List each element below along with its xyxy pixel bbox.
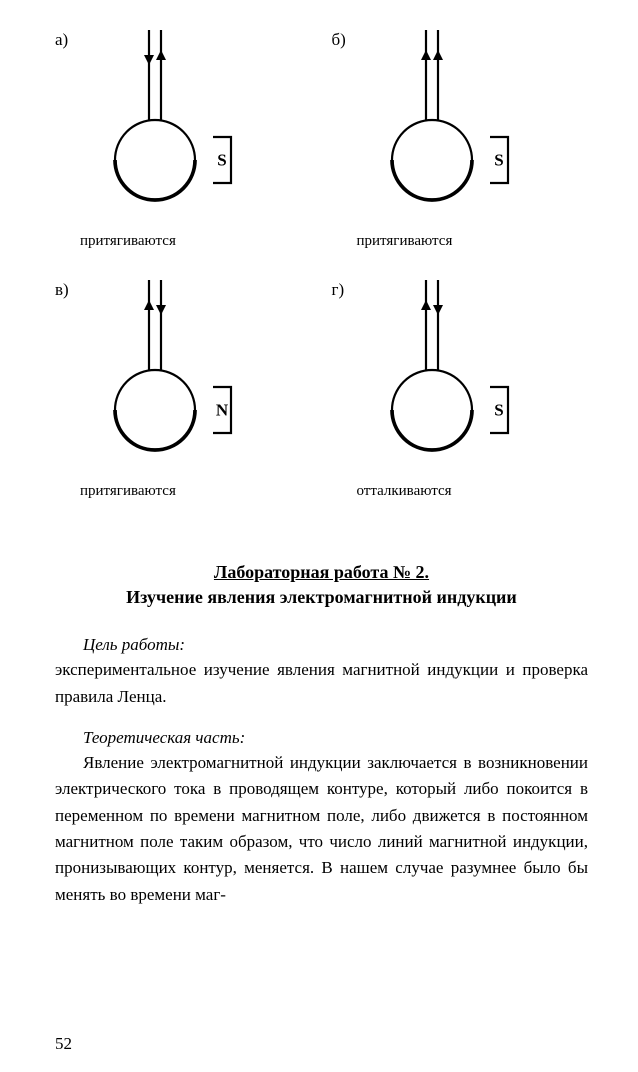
diagram-label: а)	[55, 30, 68, 50]
page: а) S притягиваются б) S притягиваются в)…	[0, 0, 638, 1072]
theory-label: Теоретическая часть:	[55, 728, 588, 748]
goal-label: Цель работы:	[55, 635, 588, 655]
diagram-grid: а) S притягиваются б) S притягиваются в)…	[55, 30, 588, 500]
diagram-caption: отталкиваются	[357, 483, 452, 500]
diagram-caption: притягиваются	[357, 233, 453, 250]
magnet-pole-label: S	[494, 151, 503, 170]
diagram-label: в)	[55, 280, 69, 300]
heading-line-1: Лабораторная работа № 2.	[214, 562, 429, 582]
diagram-label: б)	[332, 30, 346, 50]
magnet-pole-label: S	[217, 151, 226, 170]
goal-text: экспериментальное изучение явления магни…	[55, 657, 588, 710]
coil-magnet-diagram: S	[362, 30, 562, 220]
coil-magnet-diagram: S	[362, 280, 562, 470]
diagram-cell: в) N притягиваются	[55, 280, 312, 500]
magnet-pole-label: N	[216, 401, 229, 420]
diagram-caption: притягиваются	[80, 483, 176, 500]
page-number: 52	[55, 1034, 72, 1054]
diagram-label: г)	[332, 280, 345, 300]
diagram-caption: притягиваются	[80, 233, 176, 250]
theory-text: Явление электромагнитной индукции заключ…	[55, 750, 588, 908]
diagram-cell: г) S отталкиваются	[332, 280, 589, 500]
heading-line-2: Изучение явления электромагнитной индукц…	[126, 587, 517, 607]
coil-magnet-diagram: N	[85, 280, 285, 470]
magnet-pole-label: S	[494, 401, 503, 420]
diagram-cell: б) S притягиваются	[332, 30, 589, 250]
lab-heading: Лабораторная работа № 2. Изучение явлени…	[55, 560, 588, 610]
coil-magnet-diagram: S	[85, 30, 285, 220]
diagram-cell: а) S притягиваются	[55, 30, 312, 250]
